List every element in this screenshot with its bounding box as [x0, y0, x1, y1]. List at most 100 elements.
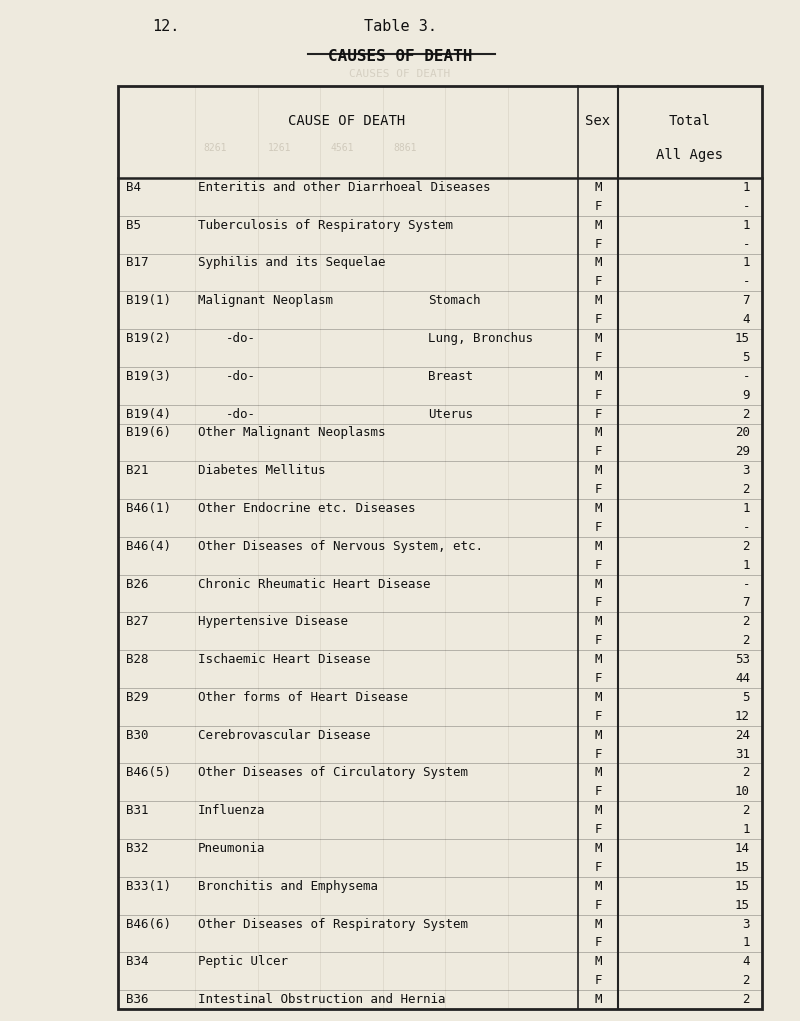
Text: B32: B32	[126, 842, 149, 855]
Text: -: -	[742, 238, 750, 250]
Text: M: M	[594, 502, 602, 515]
Text: 1: 1	[742, 823, 750, 836]
Text: B19(3): B19(3)	[126, 370, 171, 383]
Text: 3: 3	[742, 465, 750, 477]
Text: 7: 7	[742, 294, 750, 307]
Text: M: M	[594, 993, 602, 1006]
Text: B46(5): B46(5)	[126, 767, 171, 779]
Text: Hypertensive Disease: Hypertensive Disease	[198, 616, 348, 628]
Text: 31: 31	[735, 747, 750, 761]
Text: F: F	[594, 710, 602, 723]
Text: Uterus: Uterus	[428, 407, 473, 421]
Text: 4: 4	[742, 313, 750, 326]
Text: 1: 1	[742, 256, 750, 270]
Text: F: F	[594, 276, 602, 288]
Text: Other Endocrine etc. Diseases: Other Endocrine etc. Diseases	[198, 502, 415, 515]
Text: F: F	[594, 238, 602, 250]
Text: 1: 1	[742, 558, 750, 572]
Text: 53: 53	[735, 653, 750, 666]
Text: B46(1): B46(1)	[126, 502, 171, 515]
Text: B46(6): B46(6)	[126, 918, 171, 930]
Text: 4561: 4561	[330, 143, 354, 153]
Text: F: F	[594, 747, 602, 761]
Text: Pneumonia: Pneumonia	[198, 842, 266, 855]
Text: B46(4): B46(4)	[126, 540, 171, 552]
Text: CAUSE OF DEATH: CAUSE OF DEATH	[288, 114, 406, 128]
Text: Chronic Rheumatic Heart Disease: Chronic Rheumatic Heart Disease	[198, 578, 430, 590]
Text: Other Malignant Neoplasms: Other Malignant Neoplasms	[198, 427, 386, 439]
Text: M: M	[594, 842, 602, 855]
Text: -: -	[742, 370, 750, 383]
Text: Other Diseases of Circulatory System: Other Diseases of Circulatory System	[198, 767, 468, 779]
Text: B4: B4	[126, 181, 141, 194]
Text: Ischaemic Heart Disease: Ischaemic Heart Disease	[198, 653, 370, 666]
Text: 9: 9	[742, 389, 750, 401]
Text: Sex: Sex	[586, 114, 610, 128]
Text: B36: B36	[126, 993, 149, 1006]
Text: F: F	[594, 445, 602, 458]
Text: Diabetes Mellitus: Diabetes Mellitus	[198, 465, 326, 477]
Text: 2: 2	[742, 974, 750, 987]
Text: M: M	[594, 691, 602, 703]
Text: B27: B27	[126, 616, 149, 628]
Text: F: F	[594, 313, 602, 326]
Text: F: F	[594, 200, 602, 212]
Text: Tuberculosis of Respiratory System: Tuberculosis of Respiratory System	[198, 218, 453, 232]
Text: 15: 15	[735, 861, 750, 874]
Text: Stomach: Stomach	[428, 294, 481, 307]
Text: 20: 20	[735, 427, 750, 439]
Text: F: F	[594, 823, 602, 836]
Text: 2: 2	[742, 483, 750, 496]
Text: 44: 44	[735, 672, 750, 685]
Text: Total: Total	[669, 114, 711, 128]
Text: M: M	[594, 181, 602, 194]
Text: B30: B30	[126, 729, 149, 741]
Text: Table 3.: Table 3.	[363, 19, 437, 34]
Text: B19(2): B19(2)	[126, 332, 171, 345]
Text: B26: B26	[126, 578, 149, 590]
Text: 2: 2	[742, 540, 750, 552]
Text: Cerebrovascular Disease: Cerebrovascular Disease	[198, 729, 370, 741]
Text: B31: B31	[126, 805, 149, 817]
Bar	[118, 86, 762, 1009]
Text: B19(1): B19(1)	[126, 294, 171, 307]
Text: F: F	[594, 936, 602, 950]
Text: -do-: -do-	[226, 370, 256, 383]
Text: B29: B29	[126, 691, 149, 703]
Text: 2: 2	[742, 767, 750, 779]
Text: M: M	[594, 294, 602, 307]
Text: M: M	[594, 767, 602, 779]
Text: -: -	[742, 276, 750, 288]
Text: Other Diseases of Respiratory System: Other Diseases of Respiratory System	[198, 918, 468, 930]
Text: F: F	[594, 483, 602, 496]
Text: 1261: 1261	[268, 143, 292, 153]
Text: F: F	[594, 351, 602, 363]
Text: M: M	[594, 578, 602, 590]
Text: F: F	[594, 521, 602, 534]
Text: 7: 7	[742, 596, 750, 610]
Text: M: M	[594, 956, 602, 968]
Text: 1: 1	[742, 936, 750, 950]
Text: Enteritis and other Diarrhoeal Diseases: Enteritis and other Diarrhoeal Diseases	[198, 181, 490, 194]
Text: CAUSES OF DEATH: CAUSES OF DEATH	[350, 69, 450, 79]
Text: 1: 1	[742, 218, 750, 232]
Text: 1: 1	[742, 502, 750, 515]
Text: 3: 3	[742, 918, 750, 930]
Text: 15: 15	[735, 332, 750, 345]
Text: M: M	[594, 256, 602, 270]
Text: M: M	[594, 427, 602, 439]
Text: M: M	[594, 729, 602, 741]
Text: M: M	[594, 616, 602, 628]
Text: 24: 24	[735, 729, 750, 741]
Text: F: F	[594, 861, 602, 874]
Text: F: F	[594, 389, 602, 401]
Text: -: -	[742, 521, 750, 534]
Text: Bronchitis and Emphysema: Bronchitis and Emphysema	[198, 880, 378, 892]
Text: 2: 2	[742, 634, 750, 647]
Text: -do-: -do-	[226, 332, 256, 345]
Text: 2: 2	[742, 993, 750, 1006]
Text: 5: 5	[742, 691, 750, 703]
Text: M: M	[594, 218, 602, 232]
Text: F: F	[594, 634, 602, 647]
Text: 29: 29	[735, 445, 750, 458]
